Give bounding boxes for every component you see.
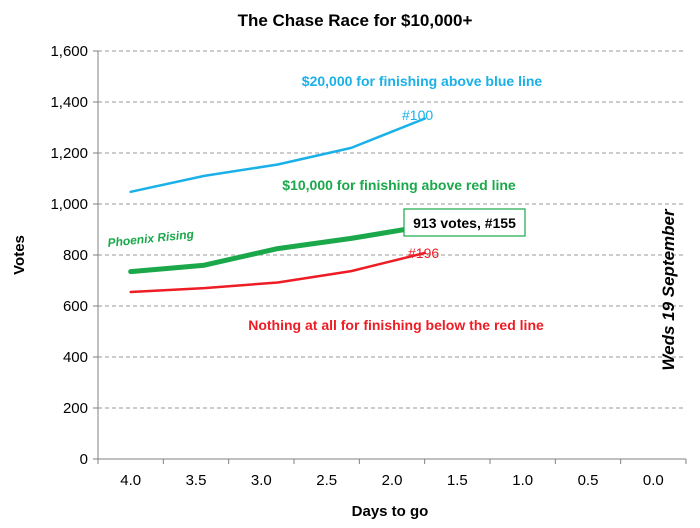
red-line-note: Nothing at all for finishing below the r… bbox=[248, 317, 544, 333]
x-tick-label-4: 2.0 bbox=[382, 472, 403, 489]
x-tick-label-3: 2.5 bbox=[316, 472, 337, 489]
chart-title: The Chase Race for $10,000+ bbox=[238, 11, 473, 30]
x-tick-label-5: 1.5 bbox=[447, 472, 468, 489]
series-line-1 bbox=[128, 223, 428, 275]
x-tick-label-8: 0.0 bbox=[643, 472, 664, 489]
series-line-0 bbox=[129, 117, 426, 194]
y-tick-label-3: 600 bbox=[63, 298, 88, 315]
green-line-note: $10,000 for finishing above red line bbox=[282, 177, 516, 193]
blue-series-end-label: #100 bbox=[402, 107, 433, 123]
x-tick-label-0: 4.0 bbox=[120, 472, 141, 489]
y-tick-label-1: 200 bbox=[63, 400, 88, 417]
y-tick-label-7: 1,400 bbox=[50, 94, 88, 111]
y-tick-label-6: 1,200 bbox=[50, 145, 88, 162]
series-line-2 bbox=[129, 251, 426, 294]
y-tick-label-4: 800 bbox=[63, 247, 88, 264]
x-axis-label: Days to go bbox=[352, 503, 429, 520]
series-lines bbox=[128, 117, 428, 294]
red-series-end-label: #196 bbox=[408, 245, 439, 261]
y-tick-label-8: 1,600 bbox=[50, 43, 88, 60]
callout-text: 913 votes, #155 bbox=[413, 215, 516, 231]
axes bbox=[93, 50, 687, 464]
grid-lines bbox=[98, 50, 686, 409]
green-series-label: Phoenix Rising bbox=[107, 227, 195, 250]
y-tick-label-2: 400 bbox=[63, 349, 88, 366]
blue-line-note: $20,000 for finishing above blue line bbox=[302, 73, 543, 89]
x-tick-label-7: 0.5 bbox=[578, 472, 599, 489]
x-tick-label-2: 3.0 bbox=[251, 472, 272, 489]
y-tick-label-5: 1,000 bbox=[50, 196, 88, 213]
date-label: Weds 19 September bbox=[659, 208, 678, 371]
callout-box bbox=[403, 208, 526, 237]
x-tick-label-6: 1.0 bbox=[512, 472, 533, 489]
x-tick-label-1: 3.5 bbox=[186, 472, 207, 489]
y-axis-tick-labels: 0 200 400 600 800 1,000 1,200 1,400 1,600 bbox=[50, 43, 88, 468]
y-tick-label-0: 0 bbox=[80, 451, 88, 468]
y-axis-label: Votes bbox=[11, 235, 28, 275]
x-axis-tick-labels: 4.0 3.5 3.0 2.5 2.0 1.5 1.0 0.5 0.0 bbox=[120, 472, 664, 489]
